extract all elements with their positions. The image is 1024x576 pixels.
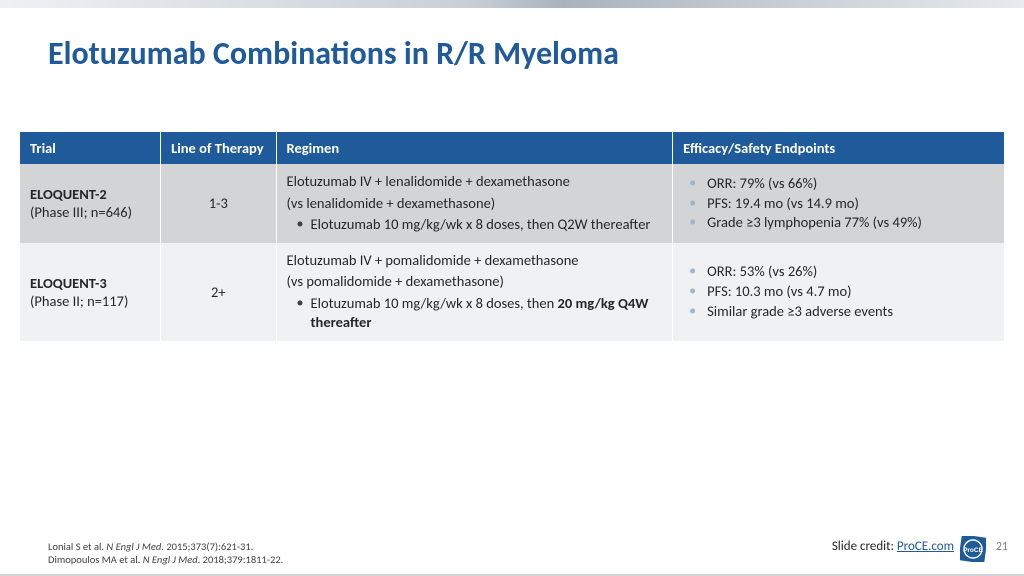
col-header-trial: Trial	[20, 132, 161, 164]
efficacy-bullet: ORR: 53% (vs 26%)	[683, 262, 994, 282]
trial-sub: (Phase II; n=117)	[30, 292, 128, 310]
efficacy-bullets: ORR: 79% (vs 66%) PFS: 19.4 mo (vs 14.9 …	[683, 174, 994, 233]
table-row: ELOQUENT-2 (Phase III; n=646) 1-3 Elotuz…	[20, 164, 1004, 243]
top-strip	[0, 0, 1024, 8]
regimen-bullet: Elotuzumab 10 mg/kg/wk x 8 doses, then 2…	[287, 294, 663, 333]
references: Lonial S et al. N Engl J Med. 2015;373(7…	[48, 540, 283, 566]
regimen-bullets: Elotuzumab 10 mg/kg/wk x 8 doses, then 2…	[287, 294, 663, 333]
efficacy-bullet: Similar grade ≥3 adverse events	[683, 302, 994, 322]
ref-journal: N Engl J Med	[106, 540, 161, 553]
ref-rest: . 2018;379:1811-22.	[198, 553, 284, 566]
cell-line: 1-3	[161, 164, 276, 243]
efficacy-bullet: PFS: 10.3 mo (vs 4.7 mo)	[683, 282, 994, 302]
bullet-pre: Elotuzumab 10 mg/kg/wk x 8 doses, then	[311, 294, 558, 312]
efficacy-bullets: ORR: 53% (vs 26%) PFS: 10.3 mo (vs 4.7 m…	[683, 262, 994, 321]
regimen-bullet: Elotuzumab 10 mg/kg/wk x 8 doses, then Q…	[287, 215, 663, 235]
ref-journal: N Engl J Med	[143, 553, 198, 566]
cell-line: 2+	[161, 243, 276, 341]
reference-line: Lonial S et al. N Engl J Med. 2015;373(7…	[48, 540, 283, 553]
regimen-line: (vs pomalidomide + dexamethasone)	[287, 272, 663, 292]
table-header-row: Trial Line of Therapy Regimen Efficacy/S…	[20, 132, 1004, 164]
bullet-pre: Elotuzumab 10 mg/kg/wk x 8 doses, then Q…	[311, 215, 651, 233]
regimen-bullets: Elotuzumab 10 mg/kg/wk x 8 doses, then Q…	[287, 215, 663, 235]
credit-link[interactable]: ProCE.com	[897, 539, 954, 554]
regimen-line: Elotuzumab IV + pomalidomide + dexametha…	[287, 251, 663, 271]
cell-regimen: Elotuzumab IV + lenalidomide + dexametha…	[276, 164, 673, 243]
col-header-efficacy: Efficacy/Safety Endpoints	[673, 132, 1004, 164]
ref-rest: . 2015;373(7):621-31.	[161, 540, 253, 553]
cell-trial: ELOQUENT-2 (Phase III; n=646)	[20, 164, 161, 243]
regimen-line: (vs lenalidomide + dexamethasone)	[287, 194, 663, 214]
page-number: 21	[996, 540, 1008, 554]
slide-title: Elotuzumab Combinations in R/R Myeloma	[48, 34, 619, 73]
regimen-line: Elotuzumab IV + lenalidomide + dexametha…	[287, 172, 663, 192]
cell-trial: ELOQUENT-3 (Phase II; n=117)	[20, 243, 161, 341]
credit-label: Slide credit:	[832, 539, 897, 554]
table-row: ELOQUENT-3 (Phase II; n=117) 2+ Elotuzum…	[20, 243, 1004, 341]
trial-name: ELOQUENT-2	[30, 185, 107, 203]
slide-credit: Slide credit: ProCE.com	[832, 539, 954, 554]
cell-regimen: Elotuzumab IV + pomalidomide + dexametha…	[276, 243, 673, 341]
efficacy-bullet: ORR: 79% (vs 66%)	[683, 174, 994, 194]
cell-efficacy: ORR: 79% (vs 66%) PFS: 19.4 mo (vs 14.9 …	[673, 164, 1004, 243]
ref-author: Lonial S et al.	[48, 540, 106, 553]
col-header-line: Line of Therapy	[161, 132, 276, 164]
proce-logo-icon: ProCE	[960, 536, 986, 562]
trial-name: ELOQUENT-3	[30, 274, 107, 292]
ref-author: Dimopoulos MA et al.	[48, 553, 143, 566]
col-header-regimen: Regimen	[276, 132, 673, 164]
cell-efficacy: ORR: 53% (vs 26%) PFS: 10.3 mo (vs 4.7 m…	[673, 243, 1004, 341]
trial-sub: (Phase III; n=646)	[30, 203, 132, 221]
reference-line: Dimopoulos MA et al. N Engl J Med. 2018;…	[48, 553, 283, 566]
efficacy-bullet: PFS: 19.4 mo (vs 14.9 mo)	[683, 194, 994, 214]
efficacy-bullet: Grade ≥3 lymphopenia 77% (vs 49%)	[683, 213, 994, 233]
svg-text:ProCE: ProCE	[963, 547, 984, 554]
trials-table: Trial Line of Therapy Regimen Efficacy/S…	[20, 132, 1004, 341]
